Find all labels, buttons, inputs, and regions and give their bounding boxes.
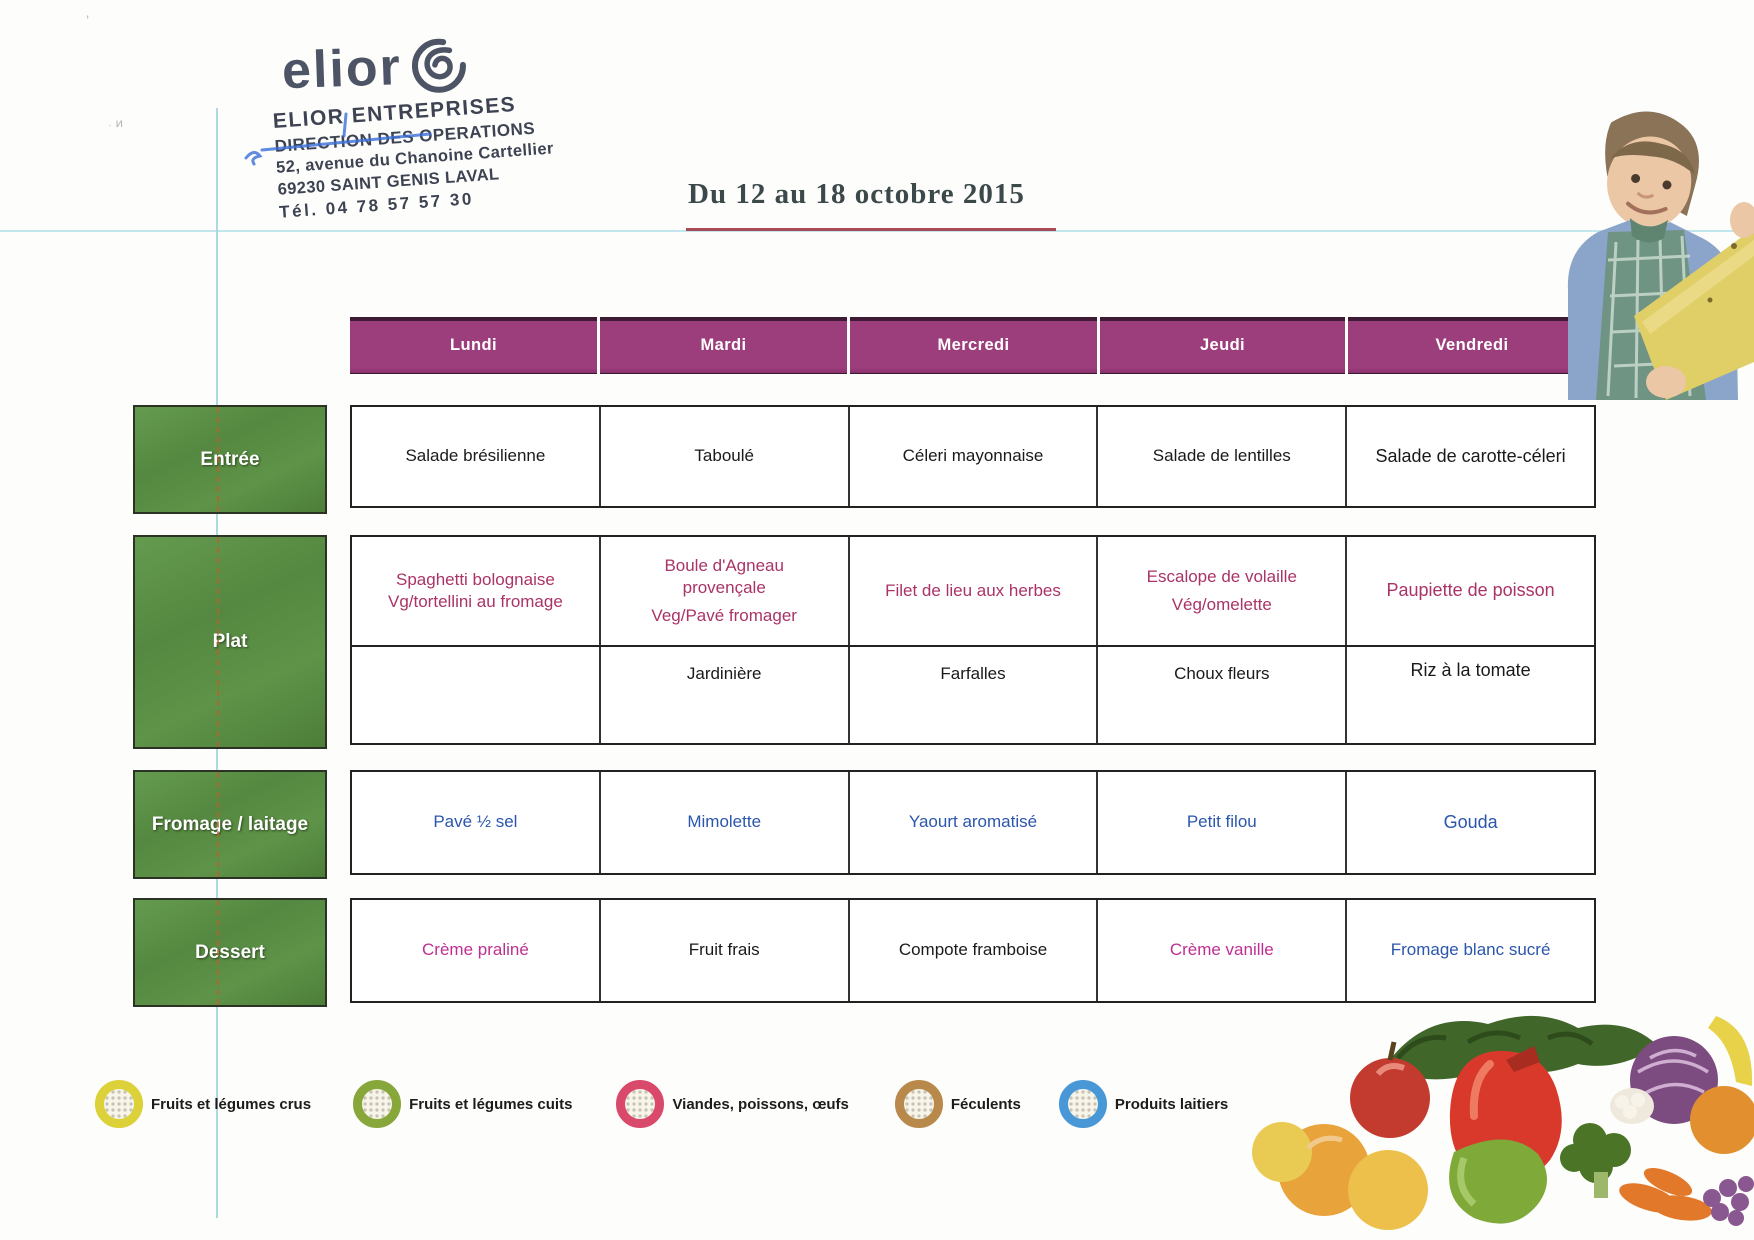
scan-mark: ˒ ͷ [108, 116, 124, 130]
fromage-mercredi: Yaourt aromatisé [850, 772, 1099, 873]
plat-row-divider [350, 645, 1596, 647]
dessert-jeudi: Crème vanille [1098, 900, 1348, 1001]
plat-side-mardi: Jardinière [601, 645, 850, 743]
fromage-jeudi: Petit filou [1098, 772, 1348, 873]
starches-badge-icon [894, 1080, 943, 1128]
dish-line: Filet de lieu aux herbes [885, 580, 1061, 600]
legend-label: Produits laitiers [1114, 1095, 1229, 1113]
entree-mercredi: Céleri mayonnaise [850, 407, 1099, 506]
dessert-mardi: Fruit frais [601, 900, 850, 1001]
dish-line: Vég/omelette [1171, 595, 1272, 614]
plat-side-row: Jardinière Farfalles Choux fleurs Riz à … [350, 645, 1596, 745]
day-header-mercredi: Mercredi [850, 317, 1097, 373]
fold-crease [217, 900, 219, 1005]
fold-crease [217, 772, 219, 877]
address-stamp: ELIOR ENTREPRISES DIRECTION DES OPERATIO… [272, 89, 558, 224]
meat-fish-eggs-badge-icon [616, 1080, 665, 1128]
row-label-dessert: Dessert [133, 898, 327, 1007]
dish-line: provençale [682, 577, 766, 597]
plat-side-lundi [352, 645, 601, 743]
entree-vendredi: Salade de carotte-céleri [1375, 445, 1566, 466]
legend-item-feculents: Féculents [894, 1080, 1021, 1128]
plat-main-mardi: Boule d'Agneau provençale Veg/Pavé froma… [601, 537, 850, 645]
elior-logo: elior [281, 35, 469, 101]
cooked-fruits-vegetables-badge-icon [353, 1080, 402, 1128]
legend-label: Féculents [950, 1095, 1021, 1113]
row-label-entree-text: Entrée [200, 448, 260, 470]
plat-main-row: Spaghetti bolognaise Vg/tortellini au fr… [350, 535, 1596, 645]
fold-crease [217, 407, 219, 512]
entree-lundi: Salade brésilienne [352, 407, 601, 506]
dessert-lundi: Crème praliné [352, 900, 601, 1001]
legend-item-laitiers: Produits laitiers [1058, 1080, 1229, 1128]
fromage-mardi: Mimolette [601, 772, 850, 873]
row-label-fromage-text: Fromage / laitage [151, 813, 309, 835]
plat-side-jeudi: Choux fleurs [1098, 645, 1348, 743]
vegetables-photo [1252, 1015, 1754, 1230]
legend-item-crudites: Fruits et légumes crus [95, 1080, 311, 1128]
fromage-vendredi: Gouda [1443, 811, 1498, 832]
plat-main-vendredi: Paupiette de poisson [1347, 537, 1594, 645]
plat-main-mercredi: Filet de lieu aux herbes [850, 537, 1099, 645]
food-group-legend: Fruits et légumes crus Fruits et légumes… [95, 1078, 1228, 1130]
dish-line: Paupiette de poisson [1386, 580, 1555, 601]
dairy-badge-icon [1058, 1080, 1107, 1128]
title-underline [686, 228, 1056, 231]
raw-fruits-vegetables-badge-icon [95, 1080, 143, 1128]
dessert-row: Crème praliné Fruit frais Compote frambo… [350, 898, 1596, 1003]
row-label-entree: Entrée [133, 405, 327, 514]
entree-mardi: Taboulé [601, 407, 850, 506]
plat-side-vendredi: Riz à la tomate [1410, 660, 1531, 680]
dish-line: Boule d'Agneau [664, 555, 784, 575]
dessert-vendredi: Fromage blanc sucré [1390, 940, 1551, 960]
horizontal-scan-line [0, 230, 1754, 232]
row-label-dessert-text: Dessert [195, 941, 265, 963]
legend-label: Fruits et légumes crus [151, 1095, 312, 1113]
day-header-lundi: Lundi [350, 317, 597, 373]
elior-swirl-icon [411, 38, 466, 93]
menu-week-title: Du 12 au 18 octobre 2015 [688, 178, 1025, 210]
fromage-lundi: Pavé ½ sel [352, 772, 601, 873]
entree-row: Salade brésilienne Taboulé Céleri mayonn… [350, 405, 1596, 508]
row-label-plat: Plat [133, 535, 327, 749]
day-header-mardi: Mardi [600, 317, 847, 373]
child-cooking-photo [1567, 111, 1754, 400]
dessert-mercredi: Compote framboise [850, 900, 1099, 1001]
day-header-vendredi: Vendredi [1348, 317, 1596, 373]
legend-item-cuits: Fruits et légumes cuits [353, 1080, 572, 1128]
plat-main-lundi: Spaghetti bolognaise Vg/tortellini au fr… [352, 537, 601, 645]
dish-line: Veg/Pavé fromager [651, 606, 797, 626]
entree-jeudi: Salade de lentilles [1098, 407, 1348, 506]
fold-crease [217, 537, 219, 747]
fromage-row: Pavé ½ sel Mimolette Yaourt aromatisé Pe… [350, 770, 1596, 875]
plat-side-mercredi: Farfalles [850, 645, 1099, 743]
row-label-plat-text: Plat [212, 631, 248, 652]
dish-line: Escalope de volaille [1146, 566, 1297, 586]
day-header-jeudi: Jeudi [1100, 317, 1345, 373]
plat-main-jeudi: Escalope de volaille Vég/omelette [1098, 537, 1348, 645]
legend-label: Fruits et légumes cuits [409, 1095, 573, 1113]
dish-line: Vg/tortellini au fromage [387, 592, 563, 611]
dish-line: Spaghetti bolognaise [396, 569, 555, 589]
legend-item-viandes: Viandes, poissons, œufs [616, 1080, 849, 1128]
elior-logo-text: elior [281, 38, 403, 101]
row-label-fromage: Fromage / laitage [133, 770, 327, 879]
scan-speck: ’ [86, 12, 90, 28]
legend-label: Viandes, poissons, œufs [672, 1095, 849, 1113]
